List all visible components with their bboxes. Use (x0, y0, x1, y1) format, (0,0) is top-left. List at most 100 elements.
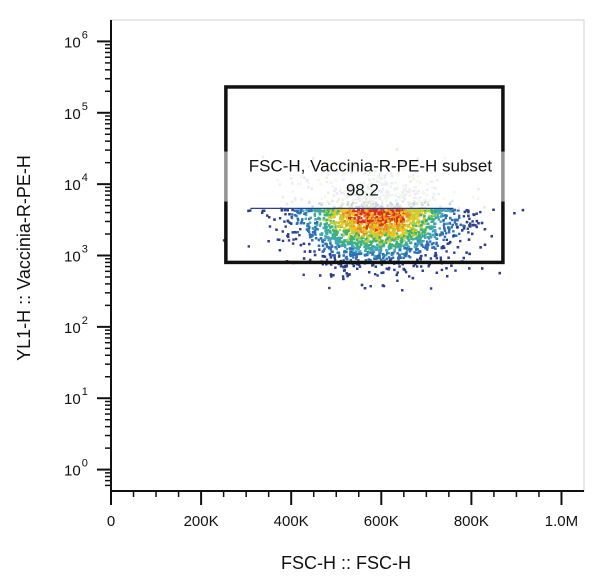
event-point (362, 235, 365, 238)
event-point (434, 233, 437, 236)
event-point (397, 245, 400, 248)
event-point (295, 214, 298, 218)
event-point (415, 244, 419, 247)
event-point (392, 213, 396, 216)
event-point (412, 217, 416, 220)
event-point (384, 219, 387, 223)
event-point (333, 254, 336, 257)
event-point (369, 243, 373, 247)
event-point (332, 206, 336, 209)
event-point (354, 257, 358, 260)
event-point (398, 213, 401, 216)
event-point (390, 257, 393, 260)
event-point (375, 248, 378, 251)
event-point (333, 256, 336, 259)
event-point (348, 219, 351, 223)
event-point (386, 217, 389, 220)
event-point (465, 220, 469, 224)
event-point (373, 231, 376, 235)
event-point (490, 235, 493, 238)
event-point (409, 208, 412, 211)
event-point (317, 209, 320, 213)
event-point (416, 237, 420, 240)
plot-frame (110, 19, 585, 492)
event-point (371, 252, 375, 255)
event-point (294, 237, 298, 241)
event-point (397, 220, 400, 223)
event-point (379, 220, 382, 223)
event-point (418, 233, 422, 236)
event-point (360, 222, 363, 225)
event-point (379, 248, 383, 251)
event-point (389, 217, 392, 220)
x-tick-label: 1.0M (545, 513, 578, 530)
event-point (356, 267, 359, 270)
event-point (413, 245, 417, 248)
event-point (402, 220, 405, 223)
event-point (401, 289, 404, 292)
event-point (431, 218, 435, 221)
event-point (444, 232, 448, 235)
event-point (309, 258, 312, 262)
event-point (410, 247, 413, 251)
event-point (373, 245, 376, 249)
event-point (399, 229, 403, 232)
event-point (344, 230, 347, 234)
event-point (328, 202, 331, 205)
event-point (318, 202, 321, 205)
event-point (410, 206, 413, 209)
event-point (409, 256, 412, 259)
event-point (346, 214, 349, 217)
event-point (337, 251, 341, 254)
event-point (369, 223, 372, 227)
event-point (399, 245, 402, 248)
event-point (423, 235, 426, 239)
event-point (398, 222, 402, 226)
event-point (339, 220, 342, 224)
event-point (414, 233, 417, 236)
event-point (419, 250, 422, 253)
event-point (400, 233, 403, 237)
event-point (349, 216, 353, 220)
event-point (448, 221, 451, 225)
event-point (377, 234, 380, 237)
event-point (424, 233, 427, 236)
event-point (449, 240, 452, 244)
event-point (343, 208, 346, 212)
event-point (352, 256, 355, 259)
event-point (345, 264, 348, 267)
event-point (439, 258, 443, 262)
event-point (422, 239, 425, 243)
event-point (315, 209, 318, 212)
event-point (411, 214, 415, 218)
event-point (368, 230, 371, 234)
event-point (426, 246, 429, 249)
event-point (382, 228, 386, 231)
event-point (371, 232, 375, 236)
event-point (421, 221, 424, 224)
event-point (399, 220, 403, 223)
event-point (384, 233, 387, 237)
event-point (337, 245, 341, 248)
event-point (374, 211, 377, 214)
event-point (392, 215, 395, 219)
event-point (344, 243, 347, 247)
event-point (393, 245, 397, 248)
event-point (319, 233, 322, 236)
event-point (468, 224, 471, 227)
event-point (368, 271, 371, 274)
event-point (350, 229, 353, 233)
event-point (349, 251, 352, 254)
event-point (355, 201, 358, 205)
event-point (371, 214, 375, 217)
event-point (343, 227, 346, 230)
event-point (369, 225, 372, 228)
event-point (339, 216, 342, 219)
event-point (453, 212, 456, 215)
event-point (319, 274, 322, 277)
event-point (351, 247, 354, 251)
event-point (404, 254, 408, 257)
event-point (363, 227, 366, 230)
event-point (278, 217, 282, 220)
event-point (418, 210, 421, 214)
